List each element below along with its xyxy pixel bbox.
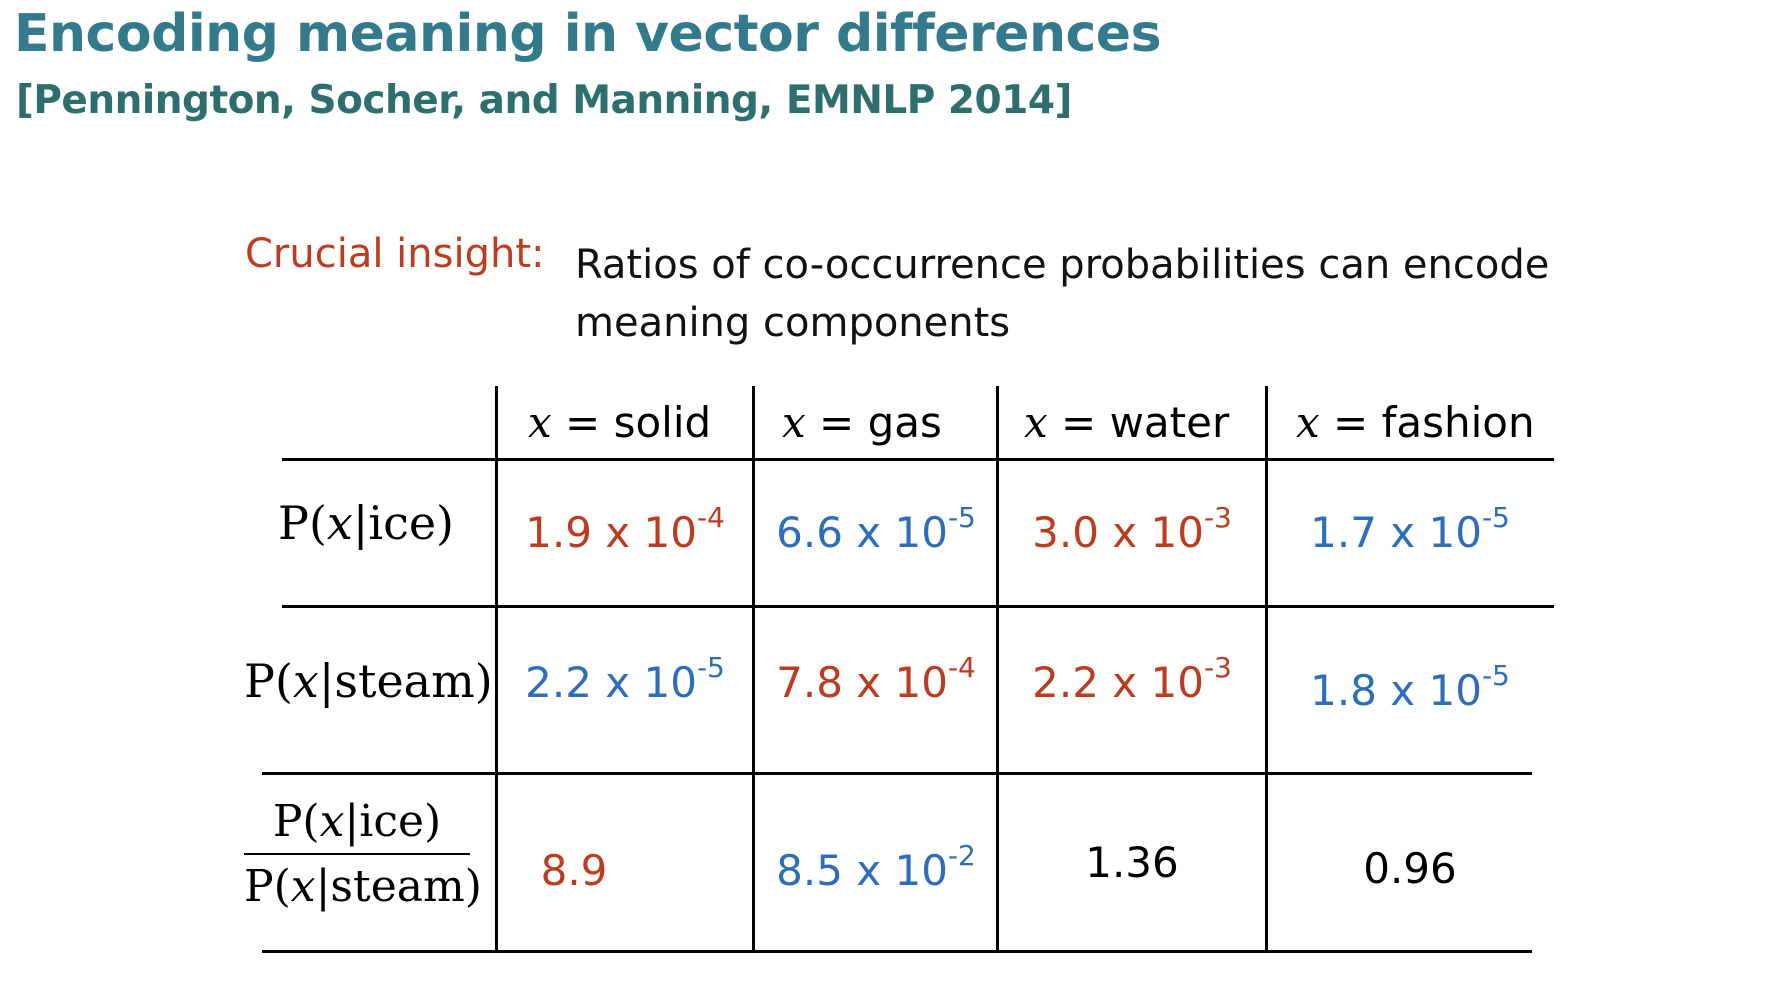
header-label: = gas — [805, 398, 942, 447]
table-col-divider-1 — [495, 386, 498, 951]
ratio-numerator: P(x|ice) — [244, 796, 470, 847]
fraction-bar — [244, 853, 470, 855]
cell-exponent: -5 — [1481, 501, 1510, 534]
cell-exponent: -2 — [947, 839, 976, 872]
cell-ice-water: 3.0 x 10-3 — [1000, 504, 1264, 558]
cell-value: 3.0 x 10 — [1032, 508, 1204, 557]
cell-steam-fashion: 1.8 x 10-5 — [1270, 662, 1550, 716]
row-label-suffix: |steam) — [318, 654, 493, 708]
row-label-var: x — [326, 496, 353, 550]
cell-ice-solid: 1.9 x 10-4 — [499, 504, 751, 558]
cell-ratio-solid: 8.9 — [499, 846, 649, 895]
row-label-prefix: P( — [244, 654, 293, 708]
cell-value: 7.8 x 10 — [776, 658, 948, 707]
header-var: x — [782, 398, 806, 447]
header-label: = water — [1047, 398, 1230, 447]
column-header-solid: x = solid — [528, 398, 711, 447]
cell-value: 6.6 x 10 — [776, 508, 948, 557]
row-header-steam: P(x|steam) — [244, 654, 493, 708]
table-col-divider-2 — [752, 386, 755, 951]
header-var: x — [1024, 398, 1048, 447]
cell-value: 0.96 — [1363, 844, 1457, 893]
cell-value: 1.9 x 10 — [525, 508, 697, 557]
cell-value: 2.2 x 10 — [525, 658, 697, 707]
row-header-ratio: P(x|ice) P(x|steam) — [244, 796, 482, 912]
column-header-water: x = water — [1024, 398, 1229, 447]
header-label: = solid — [551, 398, 712, 447]
slide-subtitle: [Pennington, Socher, and Manning, EMNLP … — [16, 78, 1072, 123]
cell-exponent: -3 — [1203, 651, 1232, 684]
cell-ratio-water: 1.36 — [1000, 838, 1264, 887]
cell-steam-gas: 7.8 x 10-4 — [756, 654, 996, 708]
table-rule-row1 — [282, 605, 1554, 608]
cell-ratio-fashion: 0.96 — [1270, 844, 1550, 893]
cell-steam-water: 2.2 x 10-3 — [1000, 654, 1264, 708]
cell-steam-solid: 2.2 x 10-5 — [499, 654, 751, 708]
table-col-divider-3 — [996, 386, 999, 951]
cell-exponent: -4 — [696, 501, 725, 534]
ratio-num-var: x — [319, 796, 345, 847]
cell-value: 8.5 x 10 — [776, 846, 948, 895]
cell-value: 8.9 — [540, 846, 608, 895]
cell-exponent: -4 — [947, 651, 976, 684]
cell-value: 1.36 — [1085, 838, 1179, 887]
cell-value: 1.8 x 10 — [1310, 666, 1482, 715]
ratio-num-prefix: P( — [272, 796, 320, 847]
ratio-num-suffix: |ice) — [344, 796, 442, 847]
insight-label: Crucial insight: — [245, 231, 545, 277]
cell-exponent: -5 — [696, 651, 725, 684]
header-var: x — [528, 398, 552, 447]
cell-exponent: -3 — [1203, 501, 1232, 534]
row-label-var: x — [292, 654, 319, 708]
table-rule-row2 — [262, 772, 1532, 775]
table-rule-header — [282, 458, 1554, 461]
column-header-fashion: x = fashion — [1296, 398, 1535, 447]
table-rule-bottom — [262, 950, 1532, 953]
cell-ice-fashion: 1.7 x 10-5 — [1270, 504, 1550, 558]
cell-value: 2.2 x 10 — [1032, 658, 1204, 707]
ratio-den-suffix: |steam) — [315, 861, 482, 912]
row-header-ice: P(x|ice) — [278, 496, 454, 550]
header-var: x — [1296, 398, 1320, 447]
ratio-denominator: P(x|steam) — [244, 861, 482, 912]
ratio-den-prefix: P( — [244, 861, 291, 912]
insight-text: Ratios of co-occurrence probabilities ca… — [575, 242, 1550, 346]
cell-exponent: -5 — [947, 501, 976, 534]
column-header-gas: x = gas — [782, 398, 942, 447]
cell-exponent: -5 — [1481, 659, 1510, 692]
cell-ratio-gas: 8.5 x 10-2 — [756, 842, 996, 896]
header-label: = fashion — [1319, 398, 1535, 447]
slide-title: Encoding meaning in vector differences — [14, 4, 1162, 64]
ratio-den-var: x — [290, 861, 316, 912]
table-col-divider-4 — [1265, 386, 1268, 951]
row-label-prefix: P( — [278, 496, 327, 550]
cell-ice-gas: 6.6 x 10-5 — [756, 504, 996, 558]
cell-value: 1.7 x 10 — [1310, 508, 1482, 557]
row-label-suffix: |ice) — [352, 496, 455, 550]
